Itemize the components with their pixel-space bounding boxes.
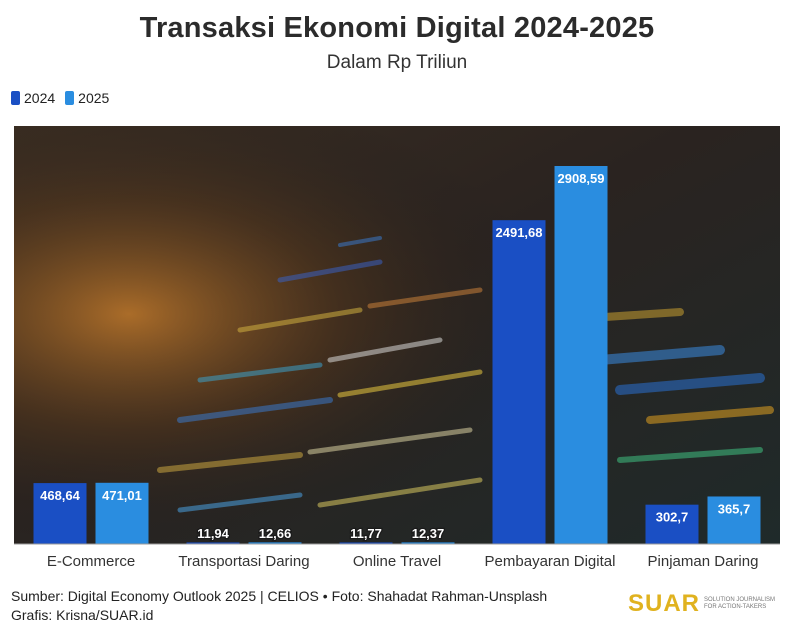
x-tick-label-pinjaman-daring: Pinjaman Daring [648,553,759,570]
value-label-pinjaman-daring-2025: 365,7 [718,501,751,516]
source-text: Sumber: Digital Economy Outlook 2025 | C… [11,588,548,604]
bar-e-commerce-2025 [95,482,149,544]
logo-wordmark: SUAR [628,590,701,617]
value-labels: 468,64 471,01 11,94 12,66 11,77 12,37 2491,68 2… [40,171,751,542]
bar-pembayaran-digital-2024 [492,220,546,544]
x-axis-labels: E-Commerce Transportasi Daring Online Trav… [47,553,759,570]
value-label-online-travel-2024: 11,77 [350,526,382,541]
credit-text: Grafis: Krisna/SUAR.id [11,607,154,623]
x-tick-label-e-commerce: E-Commerce [47,553,135,570]
x-tick-label-online-travel: Online Travel [353,553,441,570]
legend-label-2024: 2024 [24,90,56,106]
value-label-e-commerce-2024: 468,64 [40,488,81,503]
bar-online-travel-2024 [339,542,393,544]
bar-transportasi-daring-2024 [186,542,240,544]
legend-label-2025: 2025 [78,90,110,106]
value-label-online-travel-2025: 12,37 [412,526,445,541]
x-tick-label-transportasi-daring: Transportasi Daring [178,553,309,570]
bar-transportasi-daring-2025 [248,542,302,544]
value-label-pinjaman-daring-2024: 302,7 [656,510,689,525]
chart-subtitle: Dalam Rp Triliun [326,52,468,73]
legend: 2024 2025 [11,90,109,106]
value-label-pembayaran-digital-2025: 2908,59 [558,171,605,186]
chart-title: Transaksi Ekonomi Digital 2024-2025 [139,12,655,44]
legend-item-2024: 2024 [11,90,55,106]
logo-tagline: SOLUTION JOURNALISM FOR ACTION-TAKERS [704,597,776,610]
bar-online-travel-2025 [401,542,455,544]
legend-swatch-2025 [65,91,75,105]
bar-pinjaman-daring-2024 [645,504,699,544]
source-note: Sumber: Digital Economy Outlook 2025 | C… [11,587,547,625]
bars [33,166,761,544]
bar-pinjaman-daring-2025 [707,496,761,544]
background-photo [14,126,780,544]
value-label-transportasi-daring-2024: 11,94 [197,526,230,541]
value-label-transportasi-daring-2025: 12,66 [259,526,292,541]
value-label-pembayaran-digital-2024: 2491,68 [496,225,543,240]
legend-item-2025: 2025 [65,90,109,106]
suar-logo: SUAR SOLUTION JOURNALISM FOR ACTION-TAKE… [628,590,784,618]
value-label-e-commerce-2025: 471,01 [102,488,142,503]
bar-pembayaran-digital-2025 [554,166,608,544]
x-tick-label-pembayaran-digital: Pembayaran Digital [485,553,616,570]
bar-e-commerce-2024 [33,483,87,544]
legend-swatch-2024 [11,91,20,105]
